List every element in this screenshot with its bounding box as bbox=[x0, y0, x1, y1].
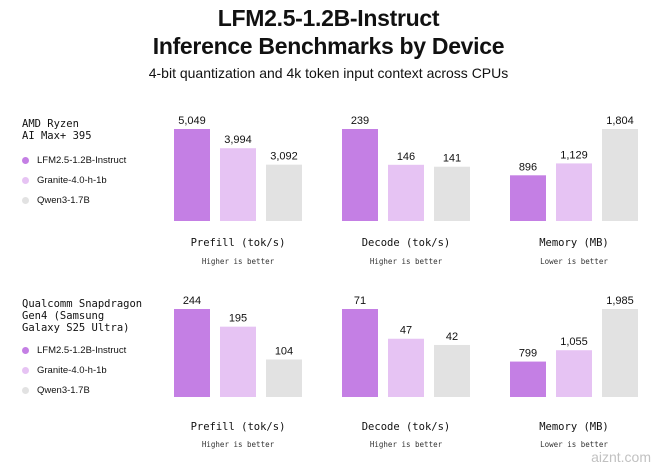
bar bbox=[388, 338, 424, 397]
bar-value-label: 244 bbox=[183, 295, 201, 307]
legend-swatch bbox=[22, 386, 29, 394]
bar-value-label: 1,985 bbox=[606, 295, 634, 307]
device-label-snapdragon: Qualcomm Snapdragon Gen4 (Samsung Galaxy… bbox=[22, 298, 143, 334]
legend-label: Qwen3-1.7B bbox=[37, 384, 90, 396]
legend-item: Qwen3-1.7B bbox=[22, 190, 126, 210]
watermark: aiznt.com bbox=[591, 449, 651, 465]
bar bbox=[556, 350, 592, 397]
metric-note: Higher is better bbox=[202, 440, 275, 449]
title-line-1: LFM2.5-1.2B-Instruct bbox=[217, 5, 440, 31]
legend-label: LFM2.5-1.2B-Instruct bbox=[37, 344, 127, 356]
chart-subtitle: 4-bit quantization and 4k token input co… bbox=[148, 65, 509, 81]
bar bbox=[434, 344, 470, 397]
metric-note: Lower is better bbox=[540, 257, 608, 266]
bar bbox=[266, 359, 302, 397]
bar-value-label: 3,994 bbox=[224, 134, 252, 146]
bar-value-label: 42 bbox=[446, 331, 458, 343]
legend-item: Qwen3-1.7B bbox=[22, 380, 126, 400]
metric-note: Higher is better bbox=[370, 440, 443, 449]
metric-note: Higher is better bbox=[202, 257, 275, 266]
metric-title: Prefill (tok/s) bbox=[191, 421, 286, 433]
legend-swatch bbox=[22, 156, 29, 164]
bar-value-label: 141 bbox=[443, 153, 461, 165]
bar bbox=[602, 309, 638, 397]
metric-note: Lower is better bbox=[540, 440, 608, 449]
bar bbox=[602, 129, 638, 221]
bar bbox=[220, 148, 256, 221]
legend-item: LFM2.5-1.2B-Instruct bbox=[22, 340, 126, 360]
legend-swatch bbox=[22, 366, 29, 374]
bar bbox=[220, 326, 256, 397]
bar-value-label: 896 bbox=[519, 161, 537, 173]
bar bbox=[434, 166, 470, 221]
legend-swatch bbox=[22, 176, 29, 184]
legend-item: LFM2.5-1.2B-Instruct bbox=[22, 150, 126, 170]
legend-item: Granite-4.0-h-1b bbox=[22, 360, 126, 380]
bar-value-label: 239 bbox=[351, 115, 369, 127]
legend-label: Granite-4.0-h-1b bbox=[37, 174, 107, 186]
bar-value-label: 104 bbox=[275, 345, 293, 357]
title-line-2: Inference Benchmarks by Device bbox=[152, 33, 505, 59]
device-label-amd: AMD Ryzen AI Max+ 395 bbox=[22, 118, 92, 142]
legend-snapdragon: LFM2.5-1.2B-Instruct Granite-4.0-h-1b Qw… bbox=[22, 340, 126, 400]
bar-value-label: 71 bbox=[354, 295, 366, 307]
bar-value-label: 1,804 bbox=[606, 115, 634, 127]
bar-value-label: 1,055 bbox=[560, 336, 588, 348]
legend-amd: LFM2.5-1.2B-Instruct Granite-4.0-h-1b Qw… bbox=[22, 150, 126, 210]
metric-title: Memory (MB) bbox=[539, 237, 609, 249]
metric-title: Memory (MB) bbox=[539, 421, 609, 433]
bar-value-label: 195 bbox=[229, 313, 247, 325]
bar-value-label: 799 bbox=[519, 348, 537, 360]
legend-item: Granite-4.0-h-1b bbox=[22, 170, 126, 190]
bar bbox=[342, 309, 378, 397]
metric-title: Decode (tok/s) bbox=[362, 237, 451, 249]
bar-value-label: 1,129 bbox=[560, 149, 588, 161]
bar bbox=[556, 163, 592, 221]
bar bbox=[174, 309, 210, 397]
bar bbox=[174, 129, 210, 221]
legend-swatch bbox=[22, 346, 29, 354]
bar bbox=[266, 164, 302, 221]
bar bbox=[388, 164, 424, 221]
legend-label: Qwen3-1.7B bbox=[37, 194, 90, 206]
metric-note: Higher is better bbox=[370, 257, 443, 266]
metric-title: Decode (tok/s) bbox=[362, 421, 451, 433]
bar-value-label: 47 bbox=[400, 325, 412, 337]
bar bbox=[510, 175, 546, 221]
bar-value-label: 5,049 bbox=[178, 115, 206, 127]
legend-swatch bbox=[22, 196, 29, 204]
legend-label: Granite-4.0-h-1b bbox=[37, 364, 107, 376]
bar bbox=[510, 361, 546, 397]
bar-value-label: 3,092 bbox=[270, 151, 298, 163]
metric-title: Prefill (tok/s) bbox=[191, 237, 286, 249]
legend-label: LFM2.5-1.2B-Instruct bbox=[37, 154, 127, 166]
bar-value-label: 146 bbox=[397, 151, 415, 163]
bar bbox=[342, 129, 378, 221]
chart-title: LFM2.5-1.2B-Instruct Inference Benchmark… bbox=[0, 4, 657, 60]
